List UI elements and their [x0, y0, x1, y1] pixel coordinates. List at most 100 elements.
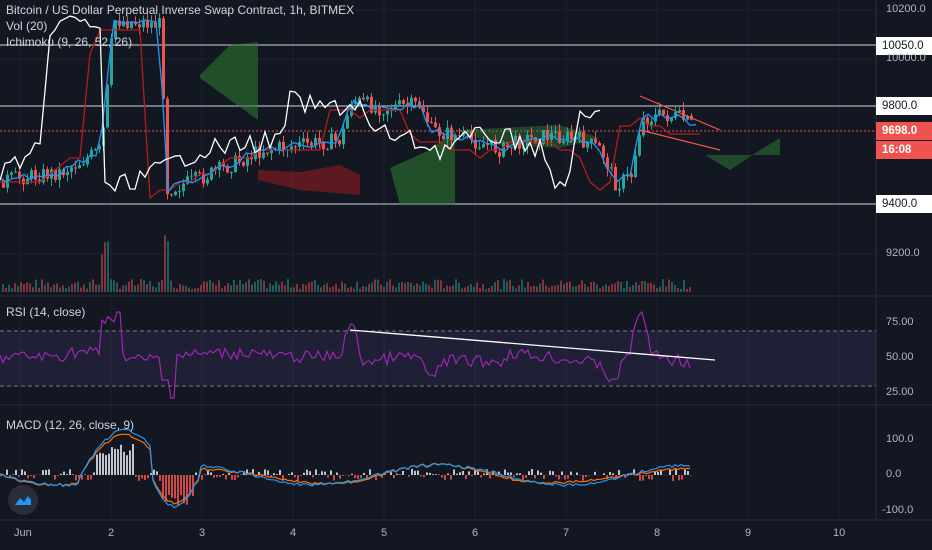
candle-body	[90, 149, 93, 158]
macd-label[interactable]: MACD (12, 26, close, 9)	[6, 418, 135, 432]
volume-bar	[419, 285, 421, 292]
candle-body	[194, 172, 197, 176]
volume-bar	[620, 281, 622, 292]
volume-bar	[341, 281, 343, 292]
macd-histogram-bar	[423, 475, 425, 478]
hline-label-9800[interactable]: 9800.0	[876, 97, 932, 115]
macd-histogram-bar	[306, 469, 308, 475]
volume-bar	[242, 284, 244, 292]
candle-body	[62, 169, 65, 176]
macd-histogram-bar	[585, 475, 587, 477]
macd-histogram-bar	[336, 472, 338, 475]
candle-body	[398, 100, 401, 105]
macd-signal-line	[0, 433, 691, 505]
candle-body	[126, 21, 129, 29]
candle-body	[534, 137, 537, 144]
volume-bar	[479, 288, 481, 292]
macd-histogram-bar	[213, 475, 215, 478]
macd-histogram-bar	[231, 475, 233, 480]
volume-bar	[266, 288, 268, 292]
volume-bar	[602, 286, 604, 292]
volume-bar	[86, 288, 88, 292]
macd-histogram-bar	[420, 475, 422, 477]
volume-bar	[425, 283, 427, 292]
macd-histogram-bar	[159, 475, 161, 481]
candle-body	[370, 96, 373, 113]
price-pane[interactable]	[0, 12, 780, 292]
tradingview-logo-icon[interactable]	[8, 485, 38, 515]
macd-histogram-bar	[645, 475, 647, 477]
candle-body	[326, 149, 329, 151]
volume-bar	[575, 286, 577, 292]
trendline-upper[interactable]	[639, 95, 721, 131]
volume-bar	[173, 287, 175, 292]
volume-bar	[617, 281, 619, 292]
volume-bar	[146, 284, 148, 292]
volume-bar	[191, 288, 193, 292]
candle-body	[634, 155, 637, 178]
volume-bar	[278, 284, 280, 292]
rsi-pane[interactable]	[0, 310, 876, 399]
macd-histogram-bar	[504, 469, 506, 475]
cloud-segment	[258, 165, 360, 195]
macd-histogram-bar	[105, 455, 107, 475]
candle-body	[94, 149, 97, 151]
symbol-title[interactable]: Bitcoin / US Dollar Perpetual Inverse Sw…	[6, 3, 355, 17]
macd-histogram-bar	[201, 475, 203, 480]
hline-label-10050[interactable]: 10050.0	[876, 37, 932, 55]
macd-histogram-bar	[441, 475, 443, 478]
volume-bar	[167, 241, 169, 292]
volume-bar	[107, 241, 109, 292]
volume-bar	[131, 279, 133, 292]
candle-body	[554, 131, 557, 133]
ichimoku-indicator-label[interactable]: Ichimoku (9, 26, 52, 26)	[6, 35, 133, 49]
macd-histogram-bar	[123, 451, 125, 475]
volume-bar	[143, 280, 145, 292]
volume-bar	[440, 280, 442, 292]
tenkan-sen-line	[0, 19, 697, 194]
candle-body	[266, 152, 269, 154]
candle-body	[558, 131, 561, 144]
candle-body	[562, 140, 565, 144]
candle-body	[638, 135, 641, 156]
macd-histogram-bar	[564, 475, 566, 480]
candle-body	[250, 157, 253, 160]
volume-bar	[188, 287, 190, 292]
macd-histogram-bar	[657, 471, 659, 475]
volume-bar	[455, 279, 457, 292]
volume-bar	[134, 285, 136, 292]
volume-bar	[308, 282, 310, 292]
macd-histogram-bar	[513, 475, 515, 478]
volume-bar	[548, 287, 550, 292]
macd-histogram-bar	[447, 473, 449, 475]
volume-indicator-label[interactable]: Vol (20)	[6, 19, 48, 33]
macd-histogram-bar	[291, 472, 293, 475]
volume-bar	[68, 286, 70, 292]
trendline-lower[interactable]	[639, 129, 721, 151]
volume-bar	[428, 285, 430, 292]
macd-histogram-bar	[99, 452, 101, 475]
time-label-6: 6	[472, 527, 479, 539]
volume-bar	[395, 287, 397, 292]
rsi-trendline[interactable]	[349, 329, 716, 361]
macd-histogram-bar	[135, 475, 137, 477]
volume-bar	[302, 283, 304, 292]
rsi-label[interactable]: RSI (14, close)	[6, 305, 86, 319]
macd-tick-0: 0.0	[886, 468, 902, 480]
volume-bar	[377, 279, 379, 292]
time-label-5: 5	[381, 527, 388, 539]
macd-histogram-bar	[576, 472, 578, 475]
macd-pane[interactable]	[0, 428, 692, 509]
candle-body	[230, 172, 233, 174]
macd-histogram-bar	[111, 447, 113, 475]
macd-histogram-bar	[435, 474, 437, 475]
macd-histogram-bar	[144, 475, 146, 480]
hline-label-9400[interactable]: 9400.0	[876, 195, 932, 213]
macd-histogram-bar	[264, 469, 266, 475]
volume-bar	[563, 283, 565, 292]
candle-body	[426, 112, 429, 123]
candle-body	[34, 170, 37, 180]
volume-bar	[467, 285, 469, 292]
volume-bar	[491, 285, 493, 292]
